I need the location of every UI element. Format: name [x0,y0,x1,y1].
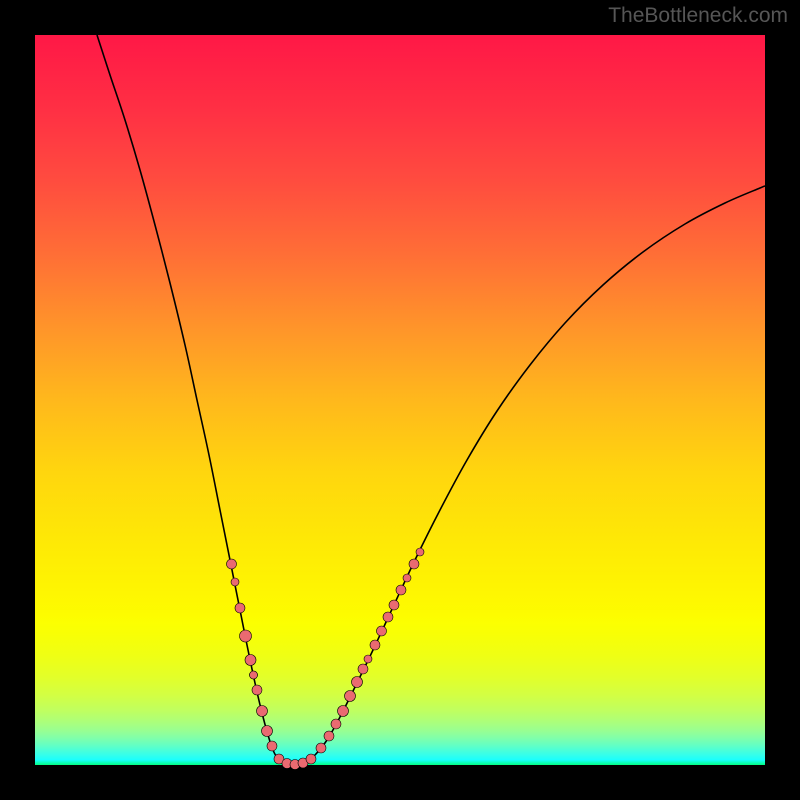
data-marker [403,574,411,582]
data-marker [370,640,380,650]
data-marker [227,559,237,569]
data-marker [252,685,262,695]
data-marker [383,612,393,622]
data-marker [364,655,372,663]
data-marker [262,726,273,737]
data-marker [316,743,326,753]
watermark-text: TheBottleneck.com [608,4,788,28]
curve-left-branch [97,35,297,765]
data-marker [409,559,419,569]
data-marker [377,626,387,636]
data-marker [235,603,245,613]
data-marker [306,754,316,764]
data-marker [345,691,356,702]
curve-right-branch [297,186,765,765]
chart-outer: TheBottleneck.com [0,0,800,800]
data-marker [338,706,349,717]
data-marker [416,548,424,556]
data-marker [396,585,406,595]
plot-area [35,35,765,765]
data-marker [245,655,256,666]
data-marker [250,671,258,679]
data-marker [257,706,268,717]
data-marker [240,630,252,642]
data-marker [331,719,341,729]
data-marker [358,664,368,674]
data-marker [324,731,334,741]
curve-layer [35,35,765,765]
data-markers [227,548,425,770]
data-marker [389,600,399,610]
data-marker [352,677,363,688]
data-marker [231,578,239,586]
data-marker [267,741,277,751]
